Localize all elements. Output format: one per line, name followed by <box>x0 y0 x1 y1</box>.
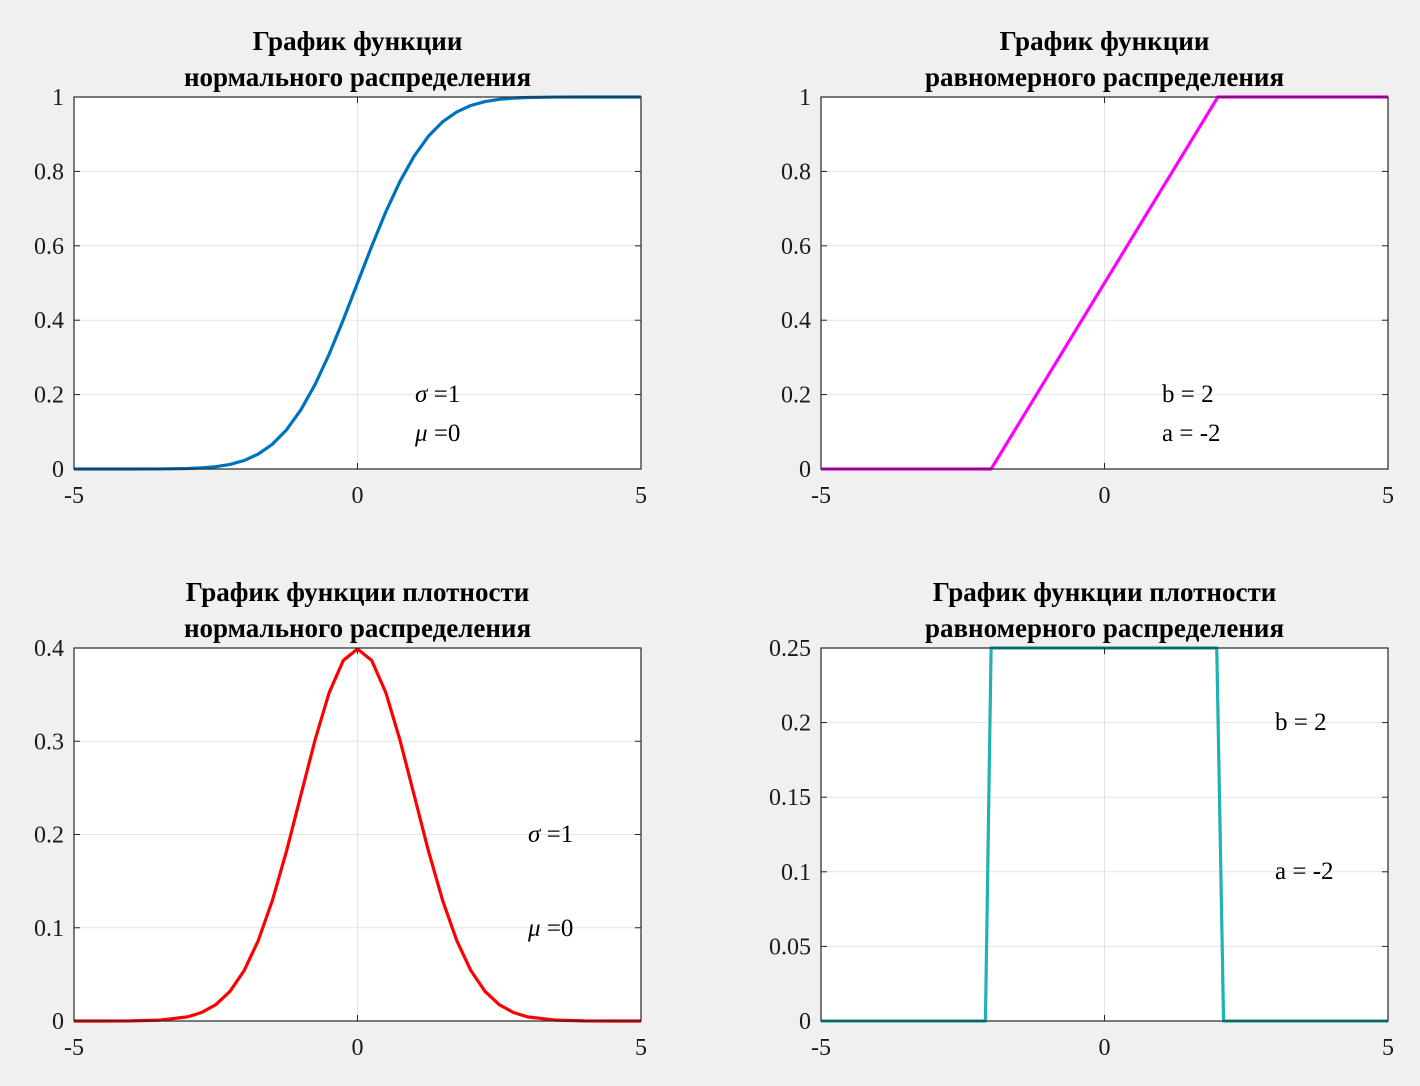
annotation-symbol: μ <box>527 915 541 942</box>
y-tick-label: 0.2 <box>34 383 64 409</box>
x-tick-label: 5 <box>1382 1035 1394 1061</box>
chart-title-line-1: График функции плотности <box>186 577 530 607</box>
annotation: a = -2 <box>1275 858 1334 885</box>
y-tick-label: 0.3 <box>34 729 64 755</box>
y-tick-label: 0.25 <box>769 636 811 662</box>
y-tick-label: 0.8 <box>34 159 64 185</box>
annotation: b = 2 <box>1275 709 1327 736</box>
y-tick-label: 0.2 <box>781 383 811 409</box>
x-tick-label: 0 <box>352 1035 364 1061</box>
y-tick-label: 1 <box>52 85 64 111</box>
y-tick-label: 0.6 <box>781 234 811 260</box>
x-tick-label: 5 <box>1382 483 1394 509</box>
y-tick-label: 0 <box>52 1009 64 1035</box>
x-tick-label: -5 <box>811 483 831 509</box>
annotation-symbol: σ <box>528 821 542 848</box>
y-tick-label: 0 <box>799 457 811 483</box>
annotation: μ =0 <box>527 915 573 942</box>
y-tick-label: 0.6 <box>34 234 64 260</box>
annotation: b = 2 <box>1162 381 1214 408</box>
y-tick-label: 0 <box>52 457 64 483</box>
annotation-symbol: σ <box>415 381 429 408</box>
annotation-text: a = -2 <box>1275 858 1334 885</box>
y-tick-label: 0.2 <box>781 711 811 737</box>
annotation-text: b = 2 <box>1275 709 1327 736</box>
y-tick-label: 0.4 <box>781 308 811 334</box>
annotation: μ =0 <box>414 420 460 447</box>
annotation-text: =0 <box>541 915 574 942</box>
annotation-text: =1 <box>540 821 573 848</box>
y-tick-label: 0.15 <box>769 785 811 811</box>
y-tick-label: 0.4 <box>34 308 64 334</box>
y-tick-label: 0.4 <box>34 636 64 662</box>
y-tick-label: 0.8 <box>781 159 811 185</box>
x-tick-label: 0 <box>1099 1035 1111 1061</box>
x-tick-label: 5 <box>635 1035 647 1061</box>
chart-title-line-1: График функции <box>253 26 463 56</box>
chart-title-line-2: нормального распределения <box>184 62 531 92</box>
y-tick-label: 1 <box>799 85 811 111</box>
annotation-symbol: μ <box>414 420 428 447</box>
x-tick-label: 0 <box>352 483 364 509</box>
chart-title-line-2: равномерного распределения <box>925 62 1284 92</box>
x-tick-label: 5 <box>635 483 647 509</box>
annotation-text: a = -2 <box>1162 420 1221 447</box>
series-line <box>74 95 641 471</box>
y-tick-label: 0.2 <box>34 823 64 849</box>
x-tick-label: -5 <box>811 1035 831 1061</box>
x-tick-label: 0 <box>1099 483 1111 509</box>
annotation: a = -2 <box>1162 420 1221 447</box>
chart-title-line-1: График функции плотности <box>933 577 1277 607</box>
annotation: σ =1 <box>415 381 460 408</box>
chart-title-line-2: нормального распределения <box>184 613 531 643</box>
y-tick-label: 0.1 <box>781 860 811 886</box>
annotation-text: =1 <box>427 381 460 408</box>
chart-title-line-2: равномерного распределения <box>925 613 1284 643</box>
x-tick-label: -5 <box>64 1035 84 1061</box>
y-tick-label: 0 <box>799 1009 811 1035</box>
y-tick-label: 0.05 <box>769 934 811 960</box>
chart-title-line-1: График функции <box>1000 26 1210 56</box>
annotation-text: =0 <box>428 420 461 447</box>
annotation: σ =1 <box>528 821 573 848</box>
annotation-text: b = 2 <box>1162 381 1214 408</box>
x-tick-label: -5 <box>64 483 84 509</box>
y-tick-label: 0.1 <box>34 916 64 942</box>
